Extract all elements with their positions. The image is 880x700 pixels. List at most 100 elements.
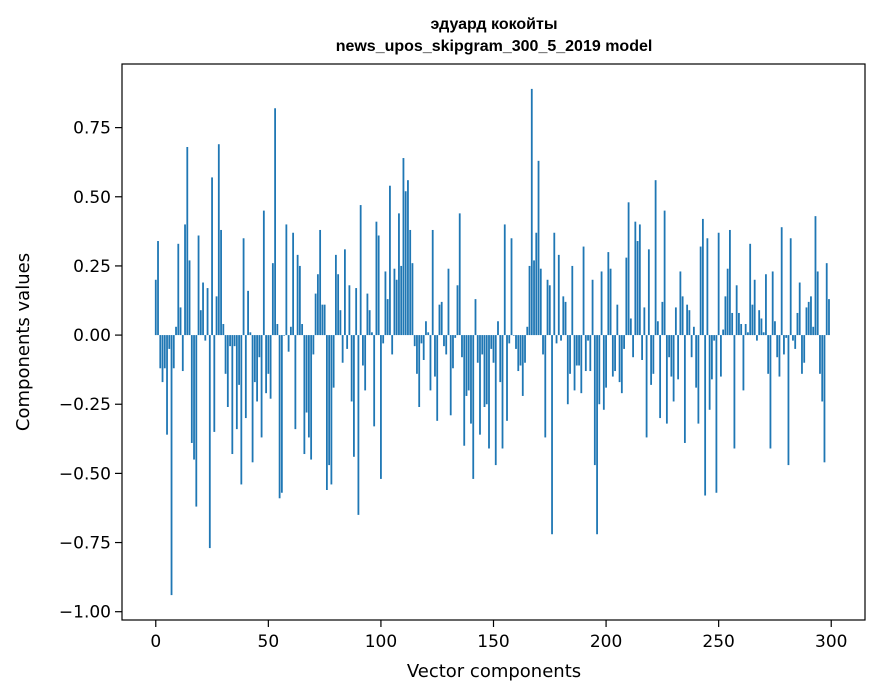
bar <box>593 335 596 466</box>
bar <box>285 224 288 336</box>
bar <box>783 335 785 355</box>
bar <box>690 335 693 358</box>
bar <box>389 185 391 336</box>
y-axis-ticks: −1.00 −0.75 −0.50 −0.25 0.00 0.25 0.50 0.75 <box>59 119 122 623</box>
bar <box>542 335 544 355</box>
bar <box>366 293 369 336</box>
x-tick-label: 0 <box>150 632 161 652</box>
bar <box>785 335 788 338</box>
bar <box>362 335 364 366</box>
bar <box>524 335 526 363</box>
bar <box>427 332 430 336</box>
bar <box>229 335 231 347</box>
x-tick-label: 50 <box>258 632 280 652</box>
bar <box>575 335 578 366</box>
bar <box>753 279 756 336</box>
bar <box>222 324 225 336</box>
bar <box>244 335 247 419</box>
bar <box>474 299 477 336</box>
bar <box>208 335 211 549</box>
bar <box>537 160 540 336</box>
y-axis-label: Components values <box>13 253 34 431</box>
bar <box>217 144 220 336</box>
bar <box>796 312 799 336</box>
bar <box>717 232 720 336</box>
bar <box>465 335 468 396</box>
bar <box>780 227 783 336</box>
bar <box>371 332 373 336</box>
bar <box>166 335 168 435</box>
bar <box>454 335 457 338</box>
x-tick-label: 200 <box>590 632 622 652</box>
bar <box>287 335 290 352</box>
bar <box>438 304 441 336</box>
y-tick-label: −0.75 <box>59 534 111 554</box>
bar <box>186 146 189 336</box>
bar <box>609 268 612 336</box>
bar <box>616 304 619 336</box>
bar <box>355 288 358 336</box>
bar <box>278 335 281 499</box>
bar <box>159 335 162 369</box>
bar <box>154 279 157 336</box>
bar <box>476 335 479 363</box>
bar <box>571 265 574 336</box>
bar <box>546 279 549 336</box>
bar <box>168 335 171 349</box>
bar <box>375 221 378 336</box>
bar <box>161 335 164 383</box>
bar <box>434 335 436 377</box>
bar <box>398 213 400 336</box>
y-tick-label: 0.50 <box>73 188 111 208</box>
bar <box>501 335 504 449</box>
bar <box>726 268 729 336</box>
bar <box>724 296 727 336</box>
bar <box>620 335 623 394</box>
bar <box>681 296 684 336</box>
bar <box>735 285 738 336</box>
bar <box>722 329 725 336</box>
bar <box>411 263 414 336</box>
bar <box>314 293 317 336</box>
bar <box>627 202 630 336</box>
bar <box>551 335 553 535</box>
bar <box>821 335 824 402</box>
bar <box>488 335 490 449</box>
bar <box>249 332 252 336</box>
bar <box>409 229 412 336</box>
bar <box>528 265 531 336</box>
bar <box>346 335 349 349</box>
bar <box>647 249 650 336</box>
bar <box>479 335 481 435</box>
bar <box>170 335 173 596</box>
bar <box>224 335 227 374</box>
bar <box>420 335 423 344</box>
bar <box>591 279 594 336</box>
bar <box>350 335 353 402</box>
bar <box>292 232 295 336</box>
bar <box>204 335 207 341</box>
bar <box>774 321 776 336</box>
bar <box>274 108 276 336</box>
bar <box>280 335 283 493</box>
bar <box>190 335 193 443</box>
bar <box>404 191 407 336</box>
bar <box>663 210 666 336</box>
bar <box>744 324 747 336</box>
bar <box>226 335 229 407</box>
bar <box>596 335 598 535</box>
bar <box>787 335 790 466</box>
bar <box>544 335 547 438</box>
bar <box>697 335 700 424</box>
bar <box>443 335 445 347</box>
bar <box>515 335 517 349</box>
bar <box>422 335 425 360</box>
bar <box>325 335 328 490</box>
bar <box>177 243 180 336</box>
bar <box>386 299 389 336</box>
y-tick-label: −0.25 <box>59 395 111 415</box>
bar <box>548 285 551 336</box>
bar <box>344 249 346 336</box>
